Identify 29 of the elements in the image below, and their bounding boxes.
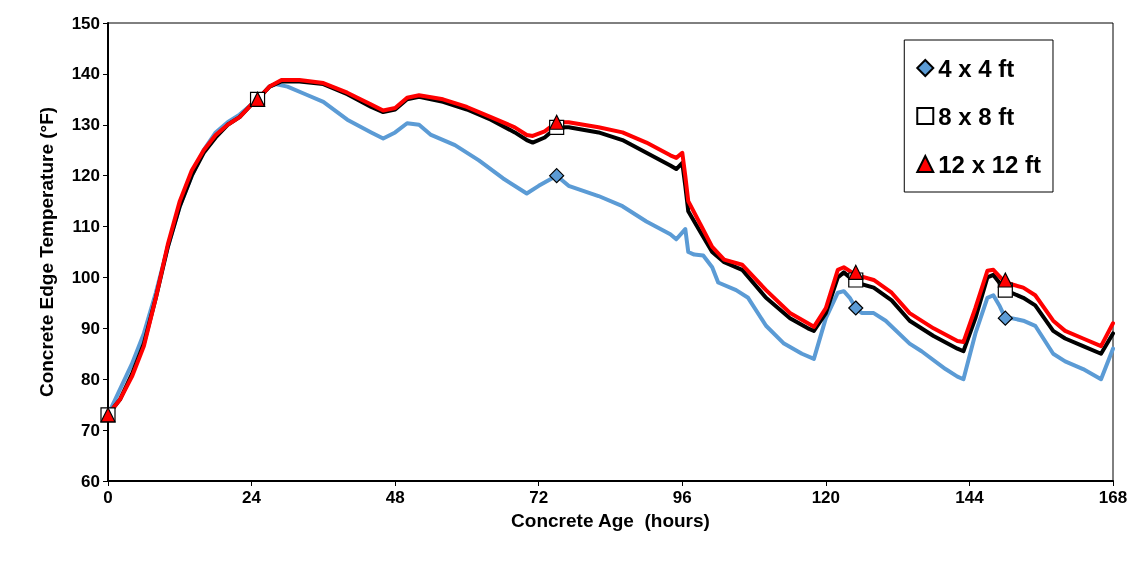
point: [997, 272, 1013, 288]
point: [848, 264, 864, 280]
x-tick-label: 168: [1098, 488, 1128, 507]
y-tick-label: 140: [71, 64, 100, 84]
point: [848, 300, 864, 316]
y-tick-label: 90: [81, 318, 100, 338]
legend-label: 4 x 4 ft: [938, 54, 1015, 82]
x-tick-label: 96: [672, 488, 692, 507]
y-tick-label: 80: [81, 369, 100, 389]
point: [997, 310, 1013, 326]
y-tick-label: 120: [71, 166, 100, 186]
y-tick-label: 60: [81, 471, 100, 491]
y-tick-label: 130: [71, 115, 100, 135]
x-axis-title: Concrete Age (hours): [511, 510, 710, 531]
point: [549, 168, 565, 184]
y-tick-label: 110: [72, 217, 100, 237]
y-tick-label: 70: [81, 420, 100, 440]
x-tick-label: 72: [529, 488, 549, 507]
y-tick-label: 150: [71, 13, 100, 33]
x-tick-label: 144: [955, 488, 985, 507]
legend-label: 12 x 12 ft: [938, 150, 1042, 178]
x-tick-label: 24: [242, 488, 262, 507]
x-tick-label: 48: [385, 488, 405, 507]
x-tick-label: 120: [811, 488, 841, 507]
point: [549, 114, 565, 130]
y-axis-title: Concrete Edge Temperature (°F): [36, 106, 57, 398]
y-tick-label: 100: [71, 267, 100, 287]
legend-label: 8 x 8 ft: [938, 102, 1015, 130]
x-tick-label: 0: [103, 488, 113, 507]
